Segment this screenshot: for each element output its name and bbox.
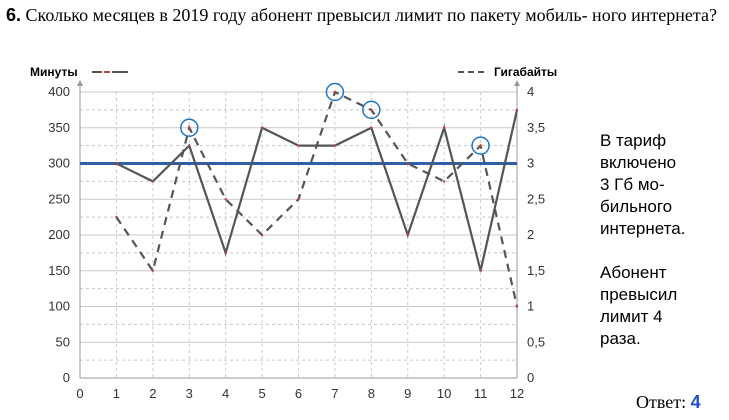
highlight-circle — [180, 118, 199, 137]
series-line-gigabytes — [115, 90, 519, 307]
x-tick-label: 1 — [113, 386, 120, 401]
x-tick-label: 2 — [149, 386, 156, 401]
y-right-tick-label: 3,5 — [527, 120, 545, 135]
data-point — [297, 144, 300, 147]
x-tick-label: 4 — [222, 386, 229, 401]
left-axis-ticks: 0 50 100 150 200 250 300 350 400 — [48, 84, 70, 385]
y-right-tick-label: 1,5 — [527, 263, 545, 278]
data-point — [115, 162, 118, 165]
highlight-circle — [362, 100, 381, 120]
data-point — [115, 215, 118, 219]
chart-grid — [79, 91, 518, 379]
chart-axes — [77, 80, 520, 379]
data-point — [260, 126, 264, 129]
exceed-note: Абонент превысил лимит 4 раза. — [600, 263, 678, 348]
x-tick-label: 7 — [331, 386, 338, 401]
x-tick-label: 8 — [368, 386, 375, 401]
highlight-circles — [180, 82, 490, 155]
data-point — [442, 126, 446, 129]
y-right-tick-label: 1 — [527, 299, 534, 314]
y-left-tick-label: 350 — [48, 120, 70, 135]
x-tick-label: 0 — [76, 386, 83, 401]
y-right-tick-label: 0 — [527, 370, 534, 385]
x-tick-label: 6 — [295, 386, 302, 401]
data-point — [515, 305, 519, 308]
y-left-tick-label: 250 — [48, 191, 70, 206]
series-line-minutes — [115, 109, 519, 272]
x-tick-label: 12 — [510, 386, 524, 401]
answer-label: Ответ: — [636, 392, 687, 412]
highlight-circle — [325, 82, 345, 102]
y-right-tick-label: 3 — [527, 156, 534, 171]
data-point — [406, 162, 409, 165]
y-left-tick-label: 300 — [48, 156, 70, 171]
x-axis-ticks: 0 1 2 3 4 5 6 7 8 9 10 11 12 — [76, 386, 524, 401]
right-axis-ticks: 0 0,5 1 1,5 2 2,5 3 3,5 4 — [527, 84, 545, 385]
data-point — [151, 180, 155, 183]
x-tick-label: 10 — [437, 386, 451, 401]
x-tick-label: 5 — [258, 386, 265, 401]
data-point — [297, 198, 300, 201]
y-left-tick-label: 50 — [56, 334, 70, 349]
y-right-tick-label: 0,5 — [527, 334, 545, 349]
data-point — [479, 269, 482, 272]
question-body: Сколько месяцев в 2019 году абонент прев… — [25, 5, 717, 25]
data-point — [370, 126, 373, 129]
x-tick-label: 3 — [186, 386, 193, 401]
data-point — [333, 90, 337, 94]
data-point — [224, 251, 227, 255]
legend-gigabytes-label: Гигабайты — [494, 65, 557, 79]
data-point — [442, 180, 446, 183]
answer-value: 4 — [690, 392, 701, 412]
legend-minutes-label: Минуты — [30, 65, 78, 79]
y-right-tick-label: 2,5 — [527, 191, 545, 206]
data-point — [188, 144, 191, 147]
question-text: 6. Сколько месяцев в 2019 году абонент п… — [6, 4, 726, 26]
data-point — [479, 144, 482, 147]
highlight-circle — [471, 136, 490, 155]
answer: Ответ: 4 — [636, 392, 701, 413]
data-point — [151, 269, 155, 272]
data-point — [333, 144, 337, 147]
y-left-tick-label: 0 — [63, 370, 70, 385]
y-left-tick-label: 100 — [48, 299, 70, 314]
data-point — [260, 233, 264, 237]
question-number: 6. — [6, 5, 22, 25]
y-left-tick-label: 150 — [48, 263, 70, 278]
data-point — [188, 126, 191, 129]
left-axis-arrow-icon — [77, 80, 83, 86]
y-right-tick-label: 4 — [527, 84, 534, 99]
series-group — [115, 90, 519, 308]
data-point — [515, 108, 519, 112]
y-right-tick-label: 2 — [527, 227, 534, 242]
data-point — [224, 198, 227, 201]
y-left-tick-label: 200 — [48, 227, 70, 242]
y-left-tick-label: 400 — [48, 84, 70, 99]
right-axis-arrow-icon — [514, 80, 520, 86]
data-point — [370, 108, 373, 112]
data-point — [406, 233, 409, 237]
tariff-note: В тариф включено 3 Гб мо- бильного интер… — [600, 131, 686, 238]
chart-legend: Минуты Гигабайты — [30, 65, 557, 79]
x-tick-label: 11 — [474, 386, 488, 401]
x-tick-label: 9 — [404, 386, 411, 401]
